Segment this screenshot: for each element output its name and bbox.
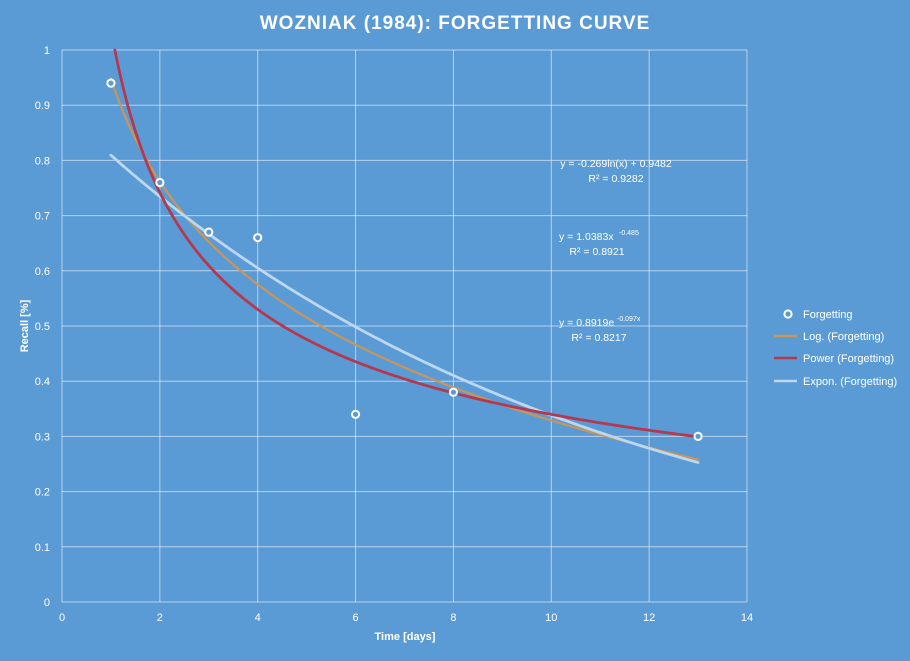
x-tick-label: 4 [255, 612, 261, 624]
y-tick-label: 0.8 [35, 155, 50, 167]
x-tick-label: 2 [157, 612, 163, 624]
data-point [448, 387, 459, 397]
equation-power-text: y = 1.0383x [559, 231, 614, 243]
equation-log-r2: R² = 0.9282 [588, 173, 643, 185]
equation-expon-exponent: -0.097x [617, 316, 641, 323]
x-tick-label: 10 [545, 612, 557, 624]
x-axis-title: Time [days] [375, 631, 436, 643]
equation-log-text: y = -0.269ln(x) + 0.9482 [560, 158, 672, 170]
legend-label-power: Power (Forgetting) [803, 353, 894, 365]
data-point [693, 431, 703, 441]
chart-title: WOZNIAK (1984): FORGETTING CURVE [260, 13, 651, 34]
data-point [106, 78, 116, 88]
y-tick-label: 0.1 [35, 542, 50, 554]
trendline-power [113, 48, 700, 439]
y-tick-label: 1 [44, 45, 50, 57]
y-tick-label: 0.3 [35, 431, 50, 443]
grid [61, 49, 748, 603]
legend-marker-forgetting [783, 309, 793, 319]
y-tick-label: 0.5 [35, 321, 50, 333]
trendline-exp [109, 153, 700, 464]
equation-expon-r2: R² = 0.8217 [571, 332, 626, 344]
x-tick-label: 6 [353, 612, 359, 624]
equation-power: y = 1.0383x -0.485 R² = 0.8921 [559, 230, 639, 258]
y-tick-label: 0.2 [35, 487, 50, 499]
data-point [253, 233, 263, 243]
x-tick-label: 8 [450, 612, 456, 624]
y-tick-label: 0.4 [35, 376, 50, 388]
x-tick-label: 14 [741, 612, 753, 624]
y-tick-label: 0.9 [35, 100, 50, 112]
tick-labels: 00.10.20.30.40.50.60.70.80.910 2 4 6 8 10 12 14 [35, 45, 753, 624]
x-tick-label: 0 [59, 612, 65, 624]
y-axis-title: Recall [%] [19, 299, 31, 352]
x-tick-label: 12 [643, 612, 655, 624]
legend-label-log: Log. (Forgetting) [803, 331, 884, 343]
data-points [106, 78, 703, 441]
y-tick-label: 0.6 [35, 266, 50, 278]
data-point [204, 227, 214, 237]
equation-log: y = -0.269ln(x) + 0.9482 R² = 0.9282 [560, 158, 672, 185]
equation-expon-text: y = 0.8919e [559, 317, 614, 329]
legend-label-expon: Expon. (Forgetting) [803, 376, 897, 388]
equation-power-exponent: -0.485 [619, 230, 639, 237]
y-tick-label: 0.7 [35, 211, 50, 223]
legend-label-forgetting: Forgetting [803, 309, 853, 321]
equation-power-r2: R² = 0.8921 [569, 246, 624, 258]
trendline-log [109, 77, 700, 461]
y-tick-label: 0 [44, 597, 50, 609]
data-point [155, 177, 165, 188]
data-point [350, 409, 361, 419]
equation-expon: y = 0.8919e -0.097x R² = 0.8217 [559, 316, 641, 344]
legend: Forgetting Log. (Forgetting) Power (Forg… [774, 309, 897, 388]
